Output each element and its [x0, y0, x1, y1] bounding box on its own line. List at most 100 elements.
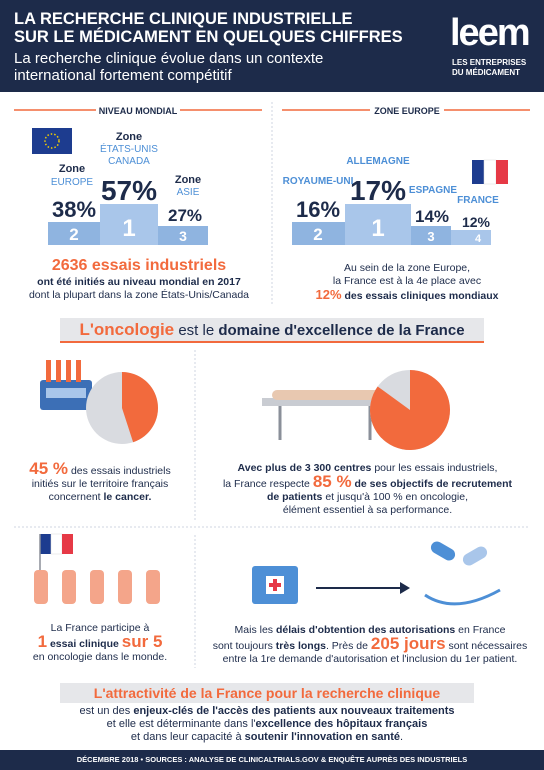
logo-tagline: LES ENTREPRISES DU MÉDICAMENT: [452, 58, 526, 78]
rank: 3: [427, 229, 434, 244]
footer: DÉCEMBRE 2018 • SOURCES : ANALYSE DE CLI…: [0, 750, 544, 770]
text-segment: essai clinique: [49, 638, 119, 650]
participation-text: La France participe à 1 essai clinique s…: [14, 622, 186, 664]
hand: [90, 570, 104, 604]
hand: [424, 588, 501, 606]
arrowhead: [400, 582, 410, 594]
region: ROYAUME-UNI: [283, 176, 354, 187]
pill: [430, 541, 456, 561]
cross: [269, 583, 281, 587]
text-segment: enjeux-clés de l'accès des patients aux …: [133, 705, 455, 717]
eu-flag: [32, 128, 72, 154]
share: 12%: [462, 214, 491, 230]
zone: Zone: [175, 174, 201, 186]
pill: [462, 546, 488, 566]
share: 14%: [415, 207, 449, 226]
text-line: dont la plupart dans la zone États-Unis/…: [28, 289, 250, 301]
region: FRANCE: [457, 195, 499, 206]
hand: [146, 570, 160, 604]
patient: [272, 390, 382, 400]
subtitle-line: international fortement compétitif: [14, 67, 232, 84]
text-segment: est le: [178, 322, 215, 339]
text-segment: 205 jours: [370, 634, 446, 653]
tube: [76, 360, 81, 382]
cancer-text: 45 % des essais industriels initiés sur …: [14, 460, 186, 504]
region: CANADA: [108, 156, 150, 167]
tagline-line: DU MÉDICAMENT: [452, 68, 520, 77]
headline: 2636 essais industriels: [51, 257, 227, 274]
text-segment: la France respecte: [222, 478, 310, 490]
hand: [34, 570, 48, 604]
title-line: SUR LE MÉDICAMENT EN QUELQUES CHIFFRES: [14, 28, 403, 46]
text-segment: sont nécessaires: [448, 640, 528, 652]
highlight: 12%: [315, 287, 342, 302]
text-segment: excellence des hôpitaux français: [255, 718, 428, 730]
text-segment: et elle est déterminante dans l': [106, 718, 256, 730]
flag-blue: [40, 534, 51, 554]
hand: [62, 570, 76, 604]
share: 17%: [350, 175, 406, 206]
flag-white: [50, 533, 63, 555]
region: ÉTATS-UNIS: [100, 142, 158, 155]
text-line: La France participe à: [50, 622, 150, 634]
conclusion-text: est un des enjeux-clés de l'accès des pa…: [40, 705, 494, 744]
text-line: initiés sur le territoire français: [31, 478, 169, 490]
rank: 4: [475, 233, 482, 245]
rank: 3: [179, 228, 187, 244]
text-segment: 1: [37, 632, 48, 651]
text-segment: est un des: [79, 705, 131, 717]
text-segment: domaine d'excellence de la France: [218, 322, 465, 339]
text-segment: L'oncologie: [79, 320, 175, 339]
text-segment: soutenir l'innovation en santé: [244, 731, 401, 743]
zone: Zone: [116, 131, 142, 143]
flag-blue: [472, 160, 484, 184]
delays-text: Mais les délais d'obtention des autorisa…: [205, 624, 535, 666]
text-line: élément essentiel à sa performance.: [282, 504, 453, 516]
subtitle-line: La recherche clinique évolue dans un con…: [14, 50, 324, 67]
heading-bar: [60, 683, 474, 703]
text-line: ont été initiés au niveau mondial en 201…: [37, 276, 241, 288]
centres-text: Avec plus de 3 300 centres pour les essa…: [205, 462, 530, 517]
podium-block: [411, 226, 451, 245]
text-segment: concernent: [48, 491, 101, 503]
text-segment: très longs: [275, 640, 326, 652]
rank: 2: [69, 225, 78, 244]
text-line: Au sein de la zone Europe,: [343, 262, 471, 274]
text-segment: des essais cliniques mondiaux: [344, 290, 499, 302]
title-line: LA RECHERCHE CLINIQUE INDUSTRIELLE: [14, 10, 353, 28]
text-segment: en France: [458, 624, 506, 636]
heading-bg: [370, 102, 444, 118]
text-segment: et dans leur capacité à: [130, 731, 242, 743]
eu-stars: [44, 133, 60, 149]
text-segment: Avec plus de 3 300 centres: [237, 462, 372, 474]
tube: [66, 360, 71, 382]
podium-block: [48, 222, 100, 245]
zone: Zone: [59, 163, 85, 175]
text-segment: de patients: [266, 491, 323, 503]
text-segment: délais d'obtention des autorisations: [275, 624, 456, 636]
share: 16%: [296, 197, 340, 222]
subtitle: La recherche clinique évolue dans un con…: [14, 50, 323, 84]
bed: [262, 398, 388, 406]
region: ALLEMAGNE: [346, 156, 410, 167]
podium-block: [451, 230, 491, 245]
text-segment: le cancer.: [103, 491, 152, 503]
screen: [46, 388, 86, 398]
text-segment: des essais industriels: [70, 465, 171, 477]
pies: [86, 370, 450, 450]
conclusion-title: L'attractivité de la France pour la rech…: [40, 685, 494, 701]
podium-block: [292, 222, 345, 245]
world-text: 2636 essais industriels ont été initiés …: [14, 256, 264, 302]
text-segment: et jusqu'à 100 % en oncologie,: [325, 491, 469, 503]
podium-block: [158, 226, 208, 245]
pie-slice: [370, 370, 450, 450]
heading-bar: [60, 318, 484, 342]
title: LA RECHERCHE CLINIQUE INDUSTRIELLE SUR LE…: [14, 10, 403, 46]
text-segment: . Près de: [325, 640, 368, 652]
header: [0, 0, 544, 92]
region: EUROPE: [51, 177, 94, 188]
text-segment: .: [400, 731, 404, 743]
tube: [46, 360, 51, 382]
tagline-line: LES ENTREPRISES: [452, 58, 527, 67]
